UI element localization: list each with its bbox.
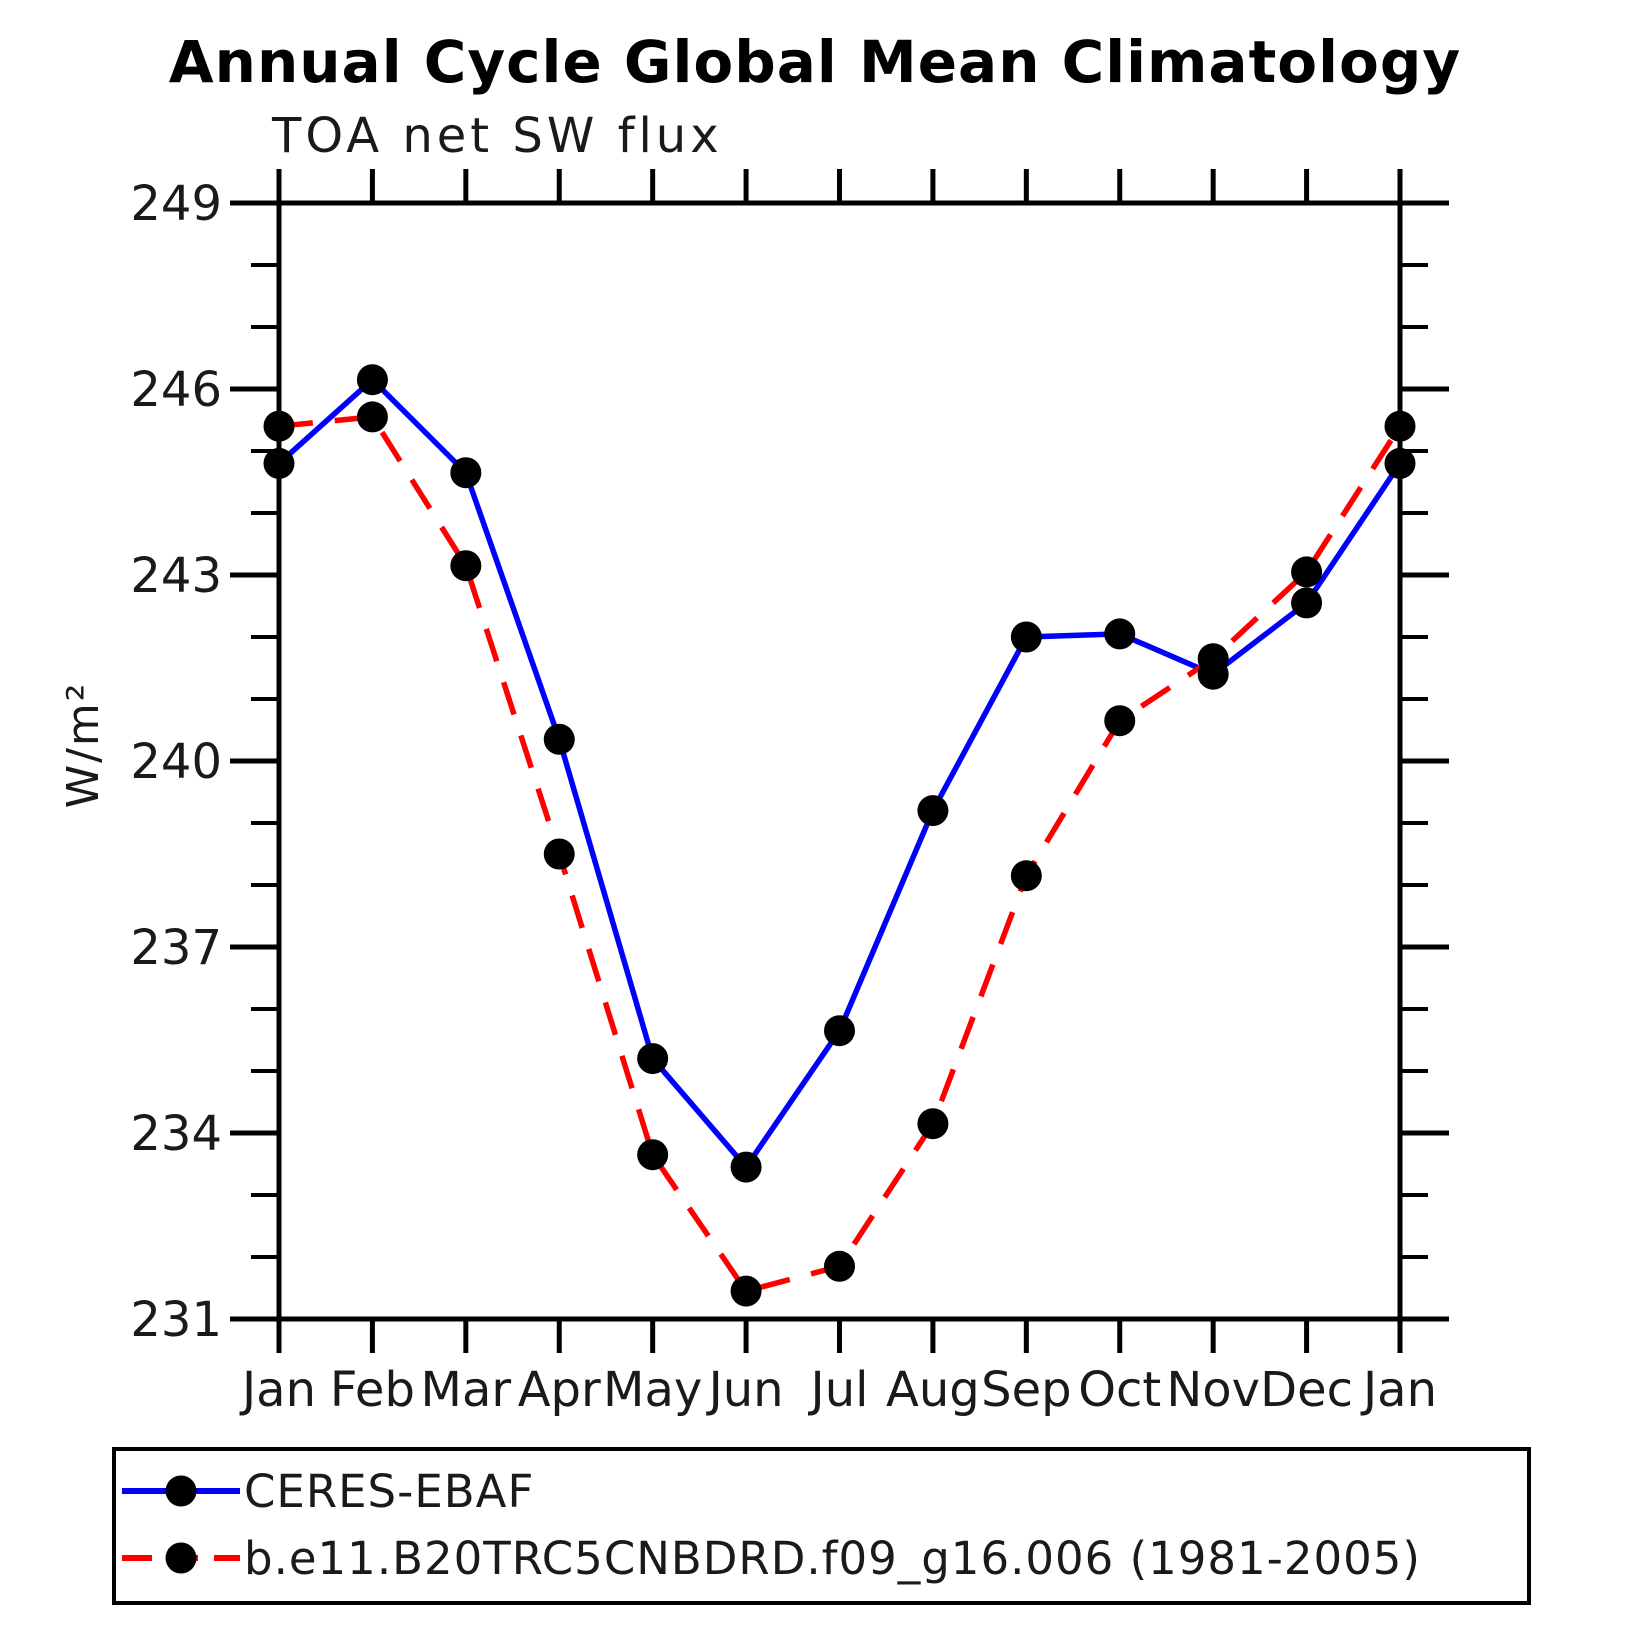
data-point-model-9 — [1104, 705, 1136, 737]
x-tick-label: Jul — [808, 1362, 869, 1418]
data-point-ceres-3 — [543, 723, 575, 755]
legend-box: CERES-EBAF b.e11.B20TRC5CNBDRD.f09_g16.0… — [112, 1447, 1531, 1605]
legend-dot-icon — [165, 1475, 197, 1507]
data-point-ceres-5 — [730, 1151, 762, 1183]
data-point-ceres-9 — [1104, 618, 1136, 650]
y-tick-label: 234 — [130, 1106, 222, 1162]
x-tick-label: Jan — [1360, 1362, 1437, 1418]
y-tick-label: 231 — [130, 1292, 222, 1348]
legend-label-model: b.e11.B20TRC5CNBDRD.f09_g16.006 (1981-20… — [244, 1531, 1421, 1585]
data-point-ceres-8 — [1010, 621, 1042, 653]
axis-frame — [276, 200, 1403, 1322]
data-point-model-5 — [730, 1275, 762, 1307]
data-point-model-10 — [1197, 643, 1229, 675]
data-point-ceres-7 — [917, 795, 949, 827]
data-point-model-1 — [356, 401, 388, 433]
x-tick-label: Apr — [518, 1362, 601, 1418]
data-point-model-3 — [543, 838, 575, 870]
x-tick-label: May — [603, 1362, 702, 1418]
series-line-model — [278, 413, 1403, 1295]
data-point-model-11 — [1291, 556, 1323, 588]
legend-dot-icon — [165, 1542, 197, 1574]
legend-marker-solid-line — [122, 1475, 240, 1507]
chart-subtitle: TOA net SW flux — [272, 108, 723, 164]
data-point-model-7 — [917, 1108, 949, 1140]
data-point-model-8 — [1010, 860, 1042, 892]
x-tick-label: Feb — [330, 1362, 415, 1418]
data-point-ceres-2 — [450, 457, 482, 489]
chart-title: Annual Cycle Global Mean Climatology — [168, 28, 1462, 96]
series-line-ceres — [277, 375, 1403, 1172]
data-point-model-12 — [1384, 410, 1416, 442]
data-point-ceres-11 — [1291, 587, 1323, 619]
x-tick-label: Sep — [981, 1362, 1071, 1418]
data-point-model-0 — [263, 410, 295, 442]
y-tick-label: 249 — [130, 176, 222, 232]
data-point-model-2 — [450, 550, 482, 582]
x-tick-label: Aug — [886, 1362, 980, 1418]
legend-item-ceres: CERES-EBAF — [120, 1461, 534, 1521]
y-tick-label: 240 — [130, 734, 222, 790]
x-tick-label: Jun — [706, 1362, 784, 1418]
x-tick-label: Jan — [239, 1362, 316, 1418]
x-tick-label: Dec — [1260, 1362, 1353, 1418]
data-point-ceres-6 — [824, 1015, 855, 1047]
data-point-ceres-4 — [637, 1043, 669, 1075]
y-tick-label: 246 — [130, 362, 222, 418]
x-tick-label: Oct — [1078, 1362, 1161, 1418]
y-tick-label: 243 — [130, 548, 222, 604]
legend-marker-dashed-line — [122, 1542, 240, 1574]
data-point-model-4 — [637, 1139, 669, 1171]
x-tick-label: Nov — [1166, 1362, 1260, 1418]
data-point-ceres-0 — [263, 447, 295, 479]
data-point-model-6 — [824, 1250, 855, 1282]
legend-label-ceres: CERES-EBAF — [244, 1464, 535, 1518]
x-tick-label: Mar — [421, 1362, 512, 1418]
data-point-ceres-12 — [1384, 447, 1416, 479]
y-tick-label: 237 — [130, 920, 222, 976]
legend-item-model: b.e11.B20TRC5CNBDRD.f09_g16.006 (1981-20… — [120, 1528, 1421, 1588]
data-point-ceres-1 — [356, 364, 388, 396]
